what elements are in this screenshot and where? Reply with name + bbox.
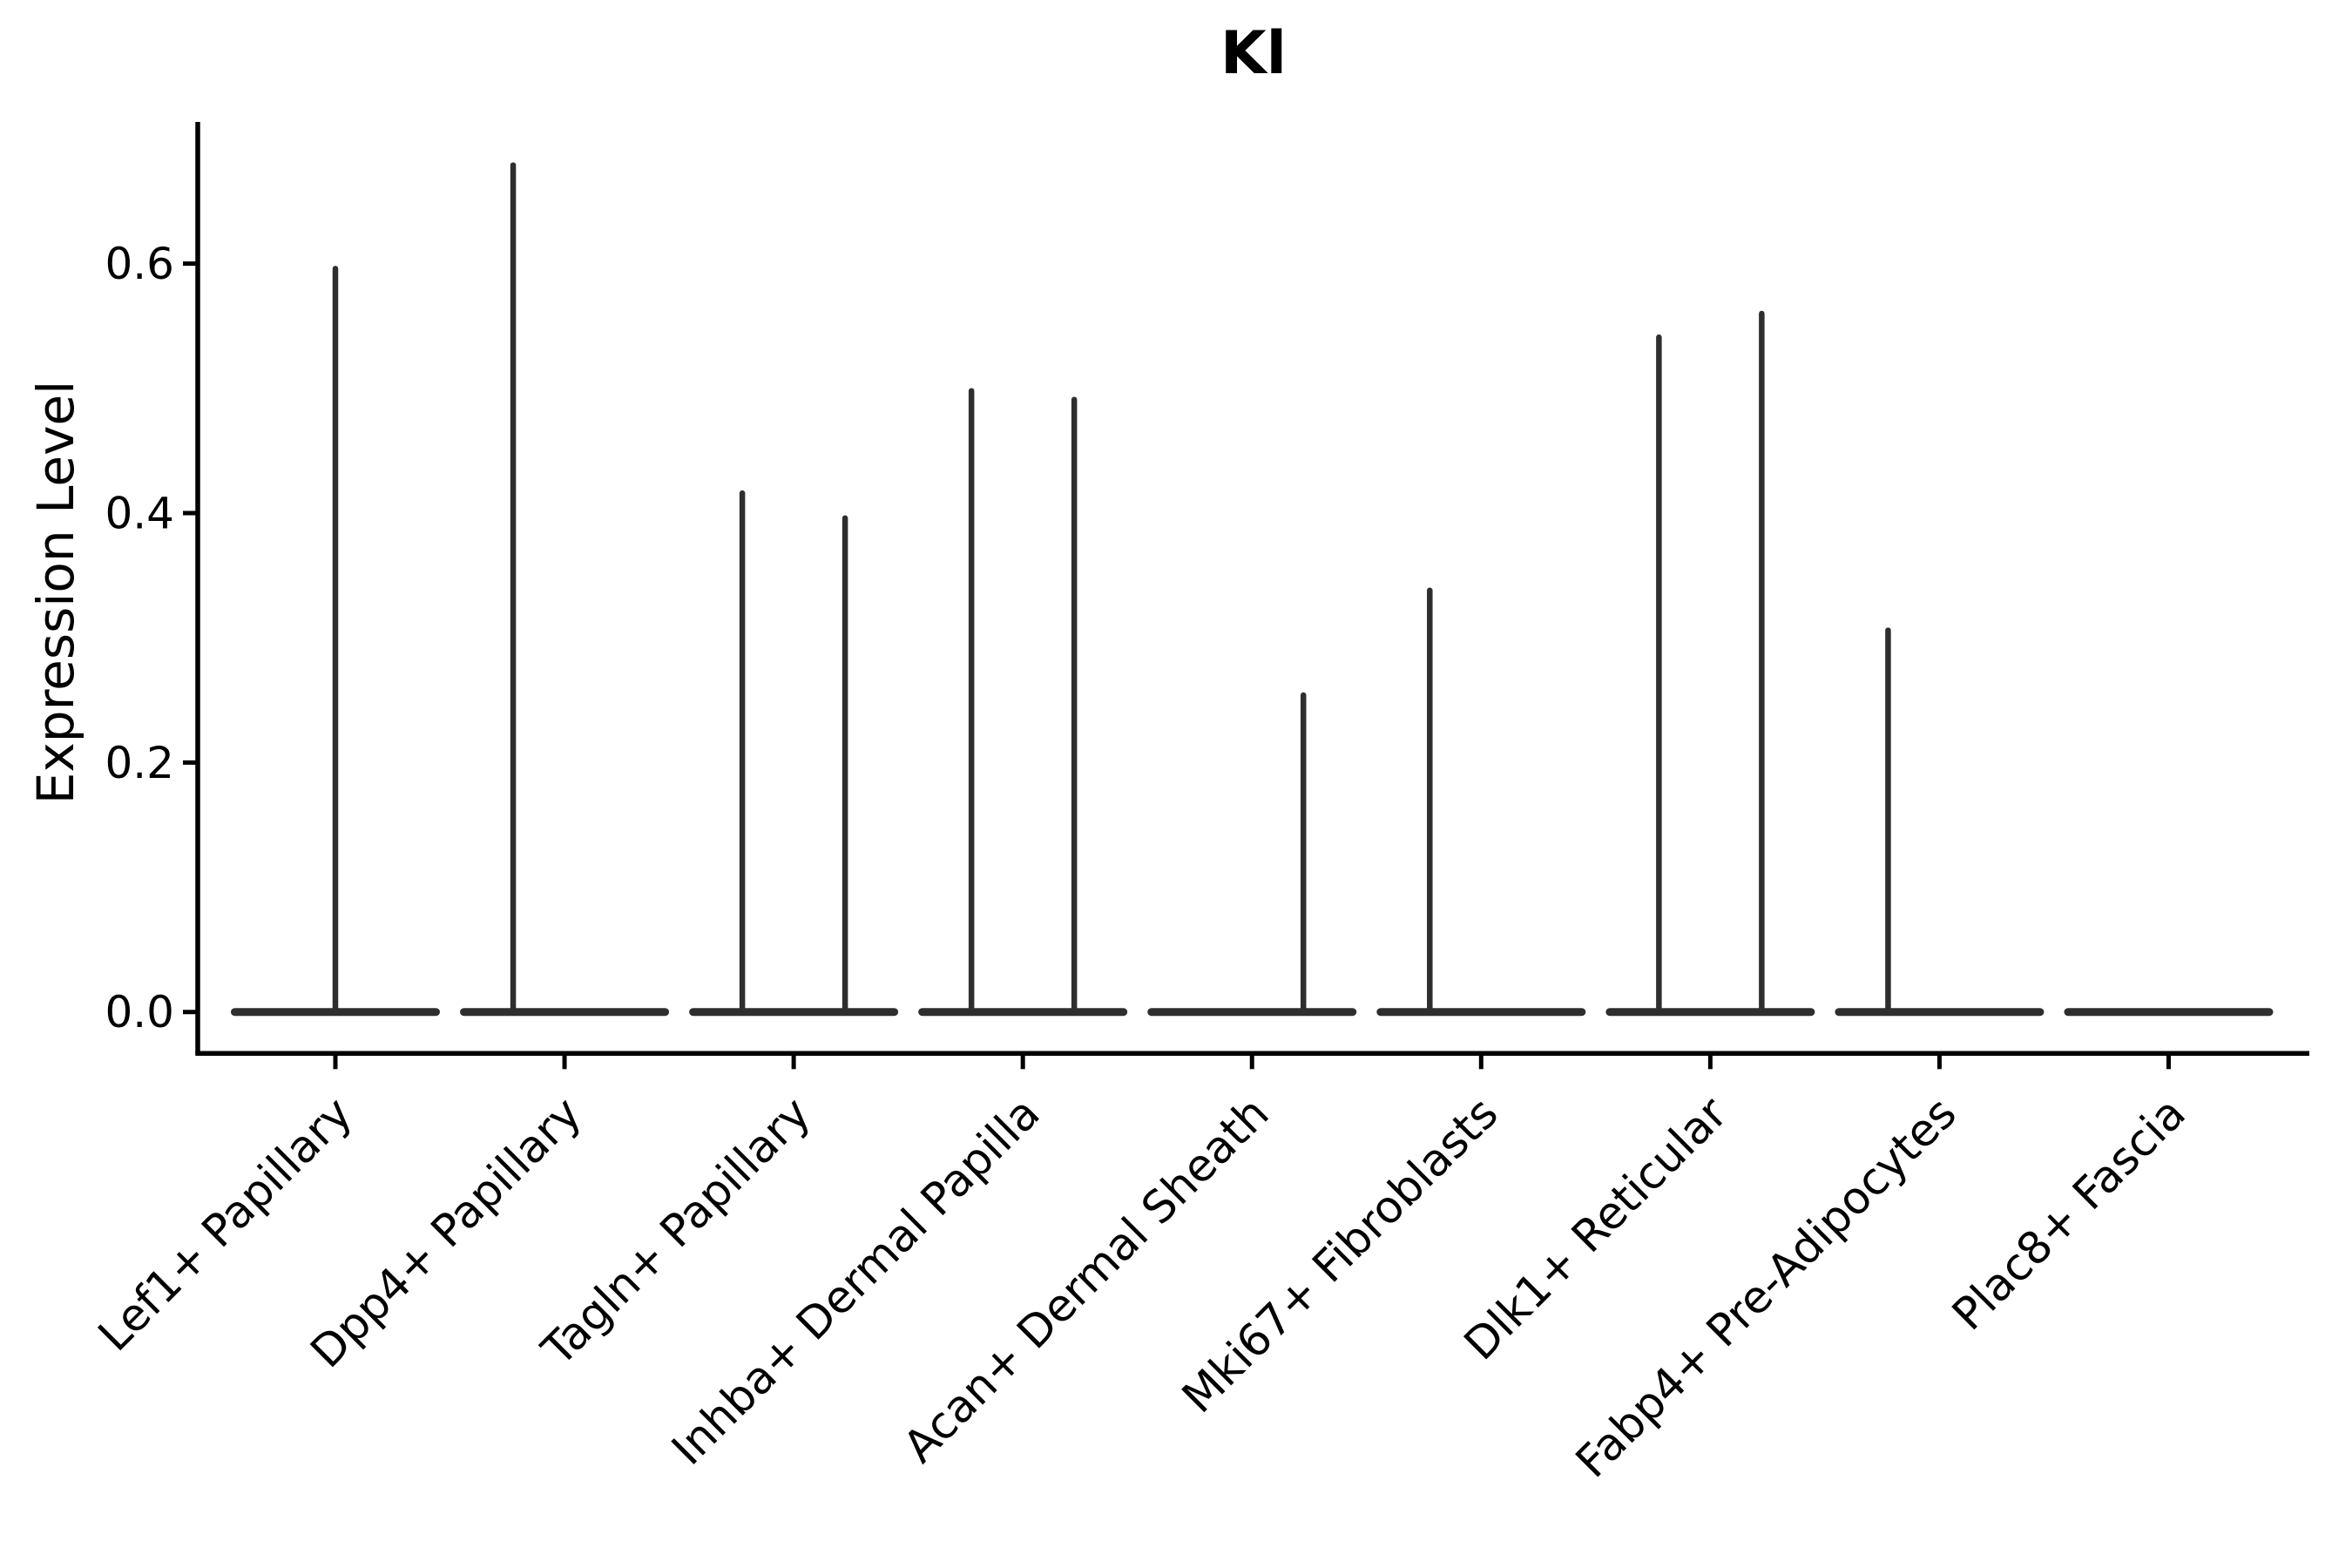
y-tick-label-1: 0.2 xyxy=(105,738,174,788)
y-tick-label-0: 0.0 xyxy=(105,987,174,1037)
chart-title: Kl xyxy=(1220,19,1287,88)
x-tick-label-7: Fabp4+ Pre-Adipocytes xyxy=(1566,1088,1966,1488)
x-tick-label-4: Acan+ Dermal Sheath xyxy=(894,1088,1279,1473)
y-tick-label-2: 0.4 xyxy=(105,489,174,539)
y-tick-label-3: 0.6 xyxy=(105,239,174,289)
x-tick-label-8: Plac8+ Fascia xyxy=(1943,1088,2195,1341)
x-tick-label-0: Lef1+ Papillary xyxy=(89,1088,362,1362)
x-tick-label-3: Inhba+ Dermal Papilla xyxy=(663,1088,1051,1476)
